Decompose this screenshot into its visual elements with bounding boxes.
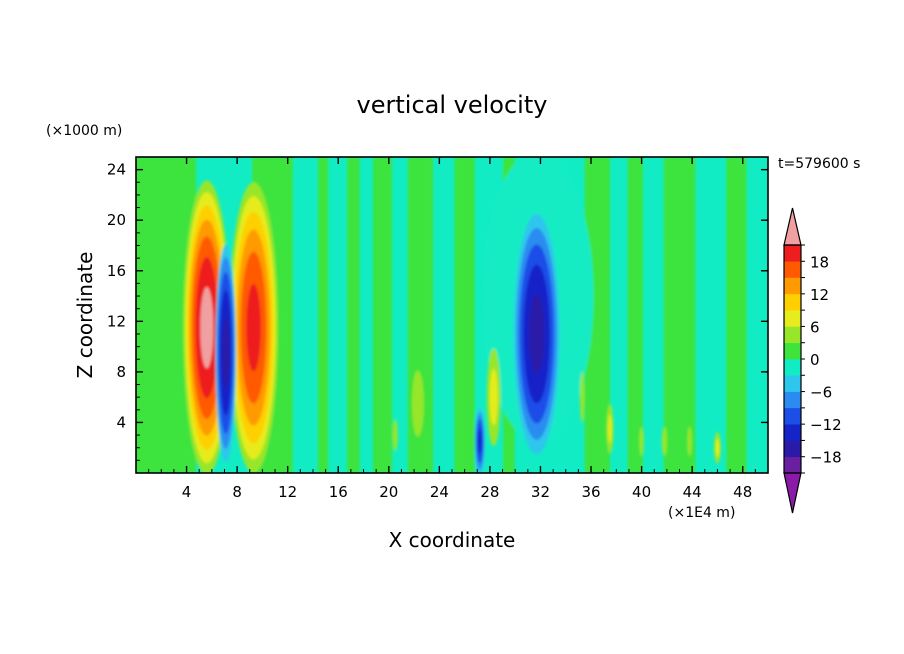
weak-updraft-band (663, 157, 696, 473)
colorbar-tick-label: 12 (810, 286, 829, 304)
updraft-cell-contour (608, 414, 612, 443)
colorbar-over-arrow (783, 207, 802, 246)
colorbar-tick-label: 0 (810, 351, 820, 369)
updraft-cell-contour (687, 426, 692, 456)
x-tick-label: 24 (430, 483, 449, 501)
updraft-cell-contour (489, 368, 498, 426)
colorbar-swatch (784, 277, 801, 295)
updraft-cell-contour (200, 286, 214, 369)
x-tick-label: 12 (278, 483, 297, 501)
colorbar-swatch (784, 407, 801, 425)
x-axis-label: X coordinate (389, 528, 516, 552)
x-axis: 4 8 12 16 20 24 28 32 36 40 44 48 (148, 157, 756, 501)
x-tick-label: 4 (182, 483, 192, 501)
weak-updraft-band (318, 157, 329, 473)
downdraft-cell-contour (222, 316, 230, 390)
colorbar: 18 12 6 0 −6 −12 −18 (783, 207, 842, 514)
y-tick-label: 4 (116, 413, 126, 431)
y-tick-label: 12 (107, 312, 126, 330)
x-tick-label: 32 (531, 483, 550, 501)
updraft-cell-contour (412, 370, 424, 437)
x-tick-label: 28 (480, 483, 499, 501)
x-tick-label: 40 (632, 483, 651, 501)
updraft-cell (606, 404, 614, 454)
x-tick-label: 36 (581, 483, 600, 501)
updraft-cell (714, 432, 721, 464)
updraft-cell-contour (639, 426, 644, 456)
weak-updraft-band (726, 157, 747, 473)
y-tick-label: 8 (116, 363, 126, 381)
colorbar-swatch (784, 293, 801, 311)
y-tick-label: 16 (107, 262, 126, 280)
colorbar-swatch (784, 310, 801, 327)
weak-updraft-band (627, 157, 643, 473)
colorbar-swatch (784, 440, 801, 458)
colorbar-tick-label: −12 (810, 416, 842, 434)
updraft-cell-contour (580, 371, 585, 423)
y-tick-label: 20 (107, 211, 126, 229)
colorbar-tick-label: −6 (810, 384, 832, 402)
colorbar-swatch (784, 456, 801, 474)
updraft-cell (412, 370, 424, 437)
y-axis: 4 8 12 16 20 24 (107, 161, 768, 461)
weak-updraft-band (373, 157, 392, 473)
colorbar-tick-label: 18 (810, 253, 829, 271)
updraft-cell-contour (392, 419, 398, 452)
y-tick-label: 24 (107, 161, 126, 179)
x-tick-label: 44 (683, 483, 702, 501)
colorbar-swatch (784, 342, 801, 360)
colorbar-swatch (784, 375, 801, 392)
downdraft-cell (215, 244, 237, 462)
downdraft-cell-contour (529, 293, 545, 374)
y-unit-label: (×1000 m) (46, 123, 122, 139)
weak-updraft-band (347, 157, 360, 473)
updraft-cell (392, 419, 398, 452)
y-axis-label: Z coordinate (73, 252, 97, 379)
weak-updraft-band (454, 157, 475, 473)
updraft-cell-contour (715, 438, 720, 457)
colorbar-swatch (784, 261, 801, 278)
updraft-cell (639, 426, 644, 456)
updraft-cell-contour (661, 426, 667, 456)
updraft-cell (229, 182, 278, 473)
x-tick-label: 16 (329, 483, 348, 501)
downdraft-cell (513, 213, 560, 455)
x-tick-label: 8 (232, 483, 242, 501)
colorbar-tick-label: 6 (810, 318, 820, 336)
downdraft-cell (474, 407, 485, 473)
downdraft-cell-contour (477, 428, 482, 455)
updraft-cell (580, 371, 585, 423)
x-unit-label: (×1E4 m) (668, 505, 735, 521)
updraft-cell-contour (246, 283, 261, 372)
updraft-cell (661, 426, 667, 456)
chart-title: vertical velocity (357, 91, 548, 119)
contour-plot-area (136, 157, 768, 473)
colorbar-swatch (784, 326, 801, 344)
x-tick-label: 48 (733, 483, 752, 501)
colorbar-swatch (784, 359, 801, 376)
colorbar-swatch (784, 424, 801, 441)
colorbar-swatch (784, 391, 801, 409)
updraft-cell (486, 348, 501, 447)
colorbar-tick-label: −18 (810, 449, 842, 467)
updraft-cell (687, 426, 692, 456)
x-tick-label: 20 (379, 483, 398, 501)
colorbar-under-arrow (783, 472, 802, 514)
time-label: t=579600 s (778, 156, 860, 172)
colorbar-swatch (784, 245, 801, 262)
